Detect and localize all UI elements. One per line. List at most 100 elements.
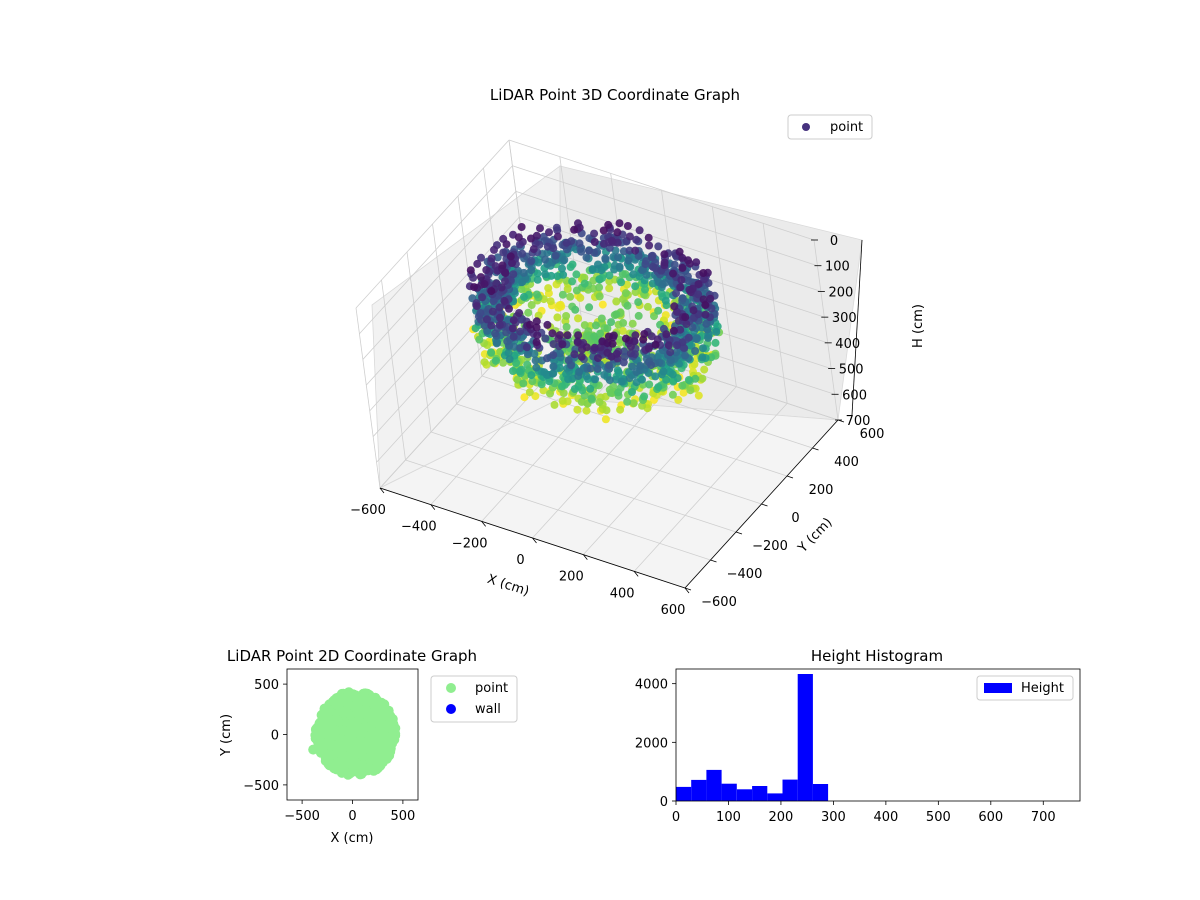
data-point-3d [487,287,496,296]
x-tick-mark [684,587,690,594]
data-point-3d [634,298,643,307]
data-point-3d [517,223,526,231]
data-point-3d [626,349,635,358]
data-point-3d [595,283,604,292]
data-point-3d [675,247,684,256]
data-point-3d [533,269,542,278]
data-point-3d [645,380,654,389]
data-point-3d [585,246,593,255]
data-point-3d [495,321,504,329]
data-point-3d [580,279,589,288]
grid-line-y [355,307,381,489]
chart-3d: LiDAR Point 3D Coordinate Graph −600 −400… [350,86,926,618]
data-point-3d [623,397,632,406]
data-point-2d [316,710,327,720]
data-point-3d [473,259,482,268]
data-point-3d [608,339,617,348]
grid-line-y [430,431,737,533]
data-point-3d [549,340,558,349]
x-tick-mark [633,571,639,577]
data-point-3d [628,388,636,396]
data-point-3d [597,314,606,323]
histogram-bar [752,786,768,801]
grid-line-y [405,459,711,561]
data-point-3d [515,309,524,317]
data-point-3d [701,301,710,310]
data-point-3d [692,335,701,343]
data-point-3d [571,305,580,314]
x-axis-label-2d: X (cm) [331,831,374,846]
x-tick-label: 600 [661,603,686,618]
legend-marker-height [984,683,1012,693]
data-point-2d [378,752,389,763]
data-point-2d [355,730,366,740]
data-point-3d [559,389,568,398]
data-point-3d [590,238,599,246]
data-point-3d [694,391,703,400]
grid-line-y [456,403,762,505]
x-tick-label: −600 [350,503,386,518]
data-point-3d [618,326,627,335]
data-point-3d [672,289,680,298]
data-point-3d [519,379,528,388]
data-point-3d [566,263,575,271]
histogram-bar [676,786,692,801]
h-tick-label: 400 [835,337,860,352]
data-point-3d [654,306,663,315]
data-point-3d [634,311,643,320]
data-point-3d [669,326,678,335]
data-point-3d [588,265,597,274]
y-axis-label-3d: Y (cm) [795,515,836,556]
hist-x-tick-label: 200 [769,810,794,825]
data-point-3d [686,386,695,395]
data-point-3d [651,340,660,349]
data-point-3d [596,329,605,338]
h-tick-label: 700 [846,414,871,429]
data-point-3d [570,385,579,393]
data-point-3d [580,273,589,282]
hist-x-tick-label: 0 [672,810,680,825]
histogram-bar [721,783,737,801]
data-point-3d [537,380,546,389]
h-tick-label: 500 [839,363,864,378]
data-point-3d [595,275,604,284]
data-point-3d [670,260,679,269]
data-point-3d [541,334,550,343]
data-point-3d [631,331,640,340]
data-point-3d [594,260,602,269]
data-point-3d [590,229,599,238]
data-point-3d [531,356,540,365]
data-point-3d [617,377,626,386]
data-point-3d [606,388,615,397]
chart-2d-ticks: −500 −500 0 0 500 500 [243,678,415,824]
y-tick-mark [710,559,717,563]
x-tick-label: −400 [401,520,437,535]
data-point-3d [635,226,644,235]
data-point-2d [320,753,331,764]
data-point-3d [615,262,624,271]
data-point-3d [641,285,649,294]
hist-x-tick-label: 400 [873,810,898,825]
data-point-3d [480,321,489,330]
data-point-2d [356,692,367,703]
data-point-3d [555,331,564,340]
data-point-3d [549,351,558,360]
data-point-3d [556,349,564,358]
data-point-3d [504,316,513,325]
data-point-3d [546,297,555,306]
grid-line-x [711,206,737,387]
data-point-3d [577,352,586,361]
chart-3d-ticks: −600−400−2000200400600−600−400−200020040… [350,234,884,618]
data-point-3d [566,292,575,301]
data-point-3d [699,344,707,353]
data-point-3d [614,253,622,262]
data-point-3d [482,266,491,274]
hist-y-tick-label: 0 [660,795,668,810]
y-tick-label: −600 [701,595,737,610]
data-point-2d [375,724,386,735]
grid-line-x [813,239,839,421]
data-point-3d [625,232,634,241]
data-point-3d [612,297,621,306]
data-point-3d [528,377,537,386]
